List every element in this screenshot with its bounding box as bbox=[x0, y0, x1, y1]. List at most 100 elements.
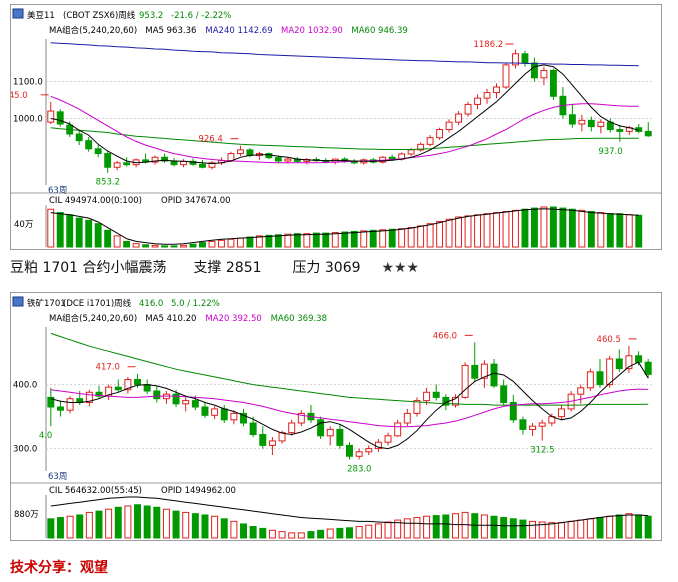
volume-bar bbox=[346, 527, 353, 539]
soybean-chart-svg: 美豆11 (CBOT ZSX6)周线 953.2 -21.6 / -2.22% MA组合… bbox=[9, 8, 661, 248]
candle bbox=[597, 119, 605, 134]
volume-bar bbox=[189, 243, 197, 248]
candle-body bbox=[208, 162, 216, 168]
volume-bar bbox=[199, 242, 206, 248]
candle bbox=[616, 125, 624, 142]
candle bbox=[94, 145, 102, 158]
candle-body bbox=[85, 391, 93, 404]
candle-body bbox=[577, 387, 585, 395]
sub-y-label: 880万 bbox=[14, 510, 39, 520]
volume-bar bbox=[548, 522, 556, 539]
volume-bar bbox=[606, 515, 614, 539]
volume-bar bbox=[134, 504, 142, 539]
cil-label: CIL 494974.00(0:100) bbox=[49, 196, 142, 206]
candle bbox=[644, 359, 652, 379]
candle bbox=[578, 114, 586, 132]
volume-bar bbox=[230, 520, 238, 539]
annotation-label: 45.0 bbox=[11, 91, 28, 101]
candle-body bbox=[227, 153, 235, 162]
candle-body bbox=[606, 358, 614, 386]
candle-body bbox=[451, 396, 459, 406]
volume-bar bbox=[369, 229, 377, 248]
candle bbox=[47, 387, 55, 427]
volume-bar bbox=[451, 513, 459, 539]
candle bbox=[606, 355, 614, 388]
annotation-label: 417.0 bbox=[96, 363, 120, 373]
volume-bar bbox=[297, 532, 305, 539]
candle-body bbox=[597, 121, 605, 128]
volume-bar bbox=[211, 515, 219, 539]
volume-bar bbox=[341, 231, 349, 248]
candle bbox=[105, 384, 113, 400]
candle bbox=[303, 158, 311, 165]
candles bbox=[47, 342, 652, 460]
volume-bar bbox=[191, 513, 199, 539]
annotation-label: 466.0 bbox=[433, 331, 457, 341]
candle bbox=[635, 124, 643, 134]
volume-bar bbox=[423, 515, 431, 539]
candle bbox=[436, 127, 444, 140]
volume-bar bbox=[220, 518, 228, 539]
volume-bar bbox=[365, 524, 373, 539]
candle-body bbox=[432, 391, 440, 398]
candle-body bbox=[490, 363, 498, 387]
candle-body bbox=[153, 390, 161, 400]
volume-bar bbox=[76, 514, 84, 539]
soymeal-caption: 豆粕 1701 合约小幅震荡 支撑 2851 压力 3069 ★★★ bbox=[10, 257, 421, 277]
volume-bar bbox=[407, 227, 415, 248]
candle bbox=[549, 68, 557, 100]
candle bbox=[331, 158, 339, 165]
candle-body bbox=[394, 422, 402, 437]
candle bbox=[182, 397, 190, 412]
volume-bar bbox=[568, 208, 576, 248]
candle bbox=[417, 142, 425, 152]
annotation-label: 926.4 bbox=[198, 135, 222, 145]
candle bbox=[346, 442, 353, 460]
volume-bar bbox=[336, 527, 344, 539]
candle-body bbox=[123, 162, 131, 166]
volume-bar bbox=[151, 244, 159, 248]
candle bbox=[268, 437, 276, 455]
candle-body bbox=[480, 363, 488, 379]
candle bbox=[538, 419, 546, 441]
volume-bar bbox=[426, 223, 434, 248]
candle-body bbox=[423, 391, 431, 402]
volume-bar bbox=[388, 228, 396, 248]
candle bbox=[208, 160, 216, 170]
candle bbox=[426, 135, 434, 147]
candle-body bbox=[413, 400, 421, 414]
candle-body bbox=[512, 53, 519, 66]
candle bbox=[151, 155, 159, 165]
volume-bar bbox=[255, 235, 263, 248]
volume-bar bbox=[586, 518, 594, 539]
opid-label: OPID 1494962.00 bbox=[161, 486, 236, 496]
y-tick-label: 400.0 bbox=[13, 381, 37, 391]
candle-body bbox=[355, 451, 363, 457]
opid-line bbox=[50, 208, 639, 245]
candle bbox=[559, 87, 567, 119]
volume-bar bbox=[162, 508, 170, 539]
legend-ma60: MA60 946.39 bbox=[351, 26, 407, 36]
candle-body bbox=[586, 371, 594, 389]
candle-body bbox=[143, 384, 151, 392]
volume-bar bbox=[317, 529, 325, 539]
volume-bar bbox=[398, 228, 406, 248]
tech-share-footer: 技术分享：观望 bbox=[10, 560, 108, 576]
candles bbox=[47, 49, 652, 173]
candle bbox=[557, 405, 565, 420]
candle bbox=[191, 395, 199, 411]
volume-bar bbox=[374, 523, 382, 539]
ma5-line bbox=[50, 361, 649, 450]
y-tick-label: 1100.0 bbox=[13, 78, 43, 88]
volume-bar bbox=[557, 522, 565, 539]
legend-ma-group: MA组合(5,240,20,60) bbox=[49, 313, 137, 324]
candle-body bbox=[85, 140, 93, 150]
volume-bar bbox=[85, 511, 93, 539]
volume-bar bbox=[432, 515, 440, 539]
candle bbox=[577, 384, 585, 404]
candle bbox=[644, 122, 652, 137]
candle bbox=[297, 410, 305, 427]
candle-body bbox=[182, 400, 190, 405]
candle-body bbox=[644, 361, 652, 375]
candle-body bbox=[483, 92, 491, 99]
